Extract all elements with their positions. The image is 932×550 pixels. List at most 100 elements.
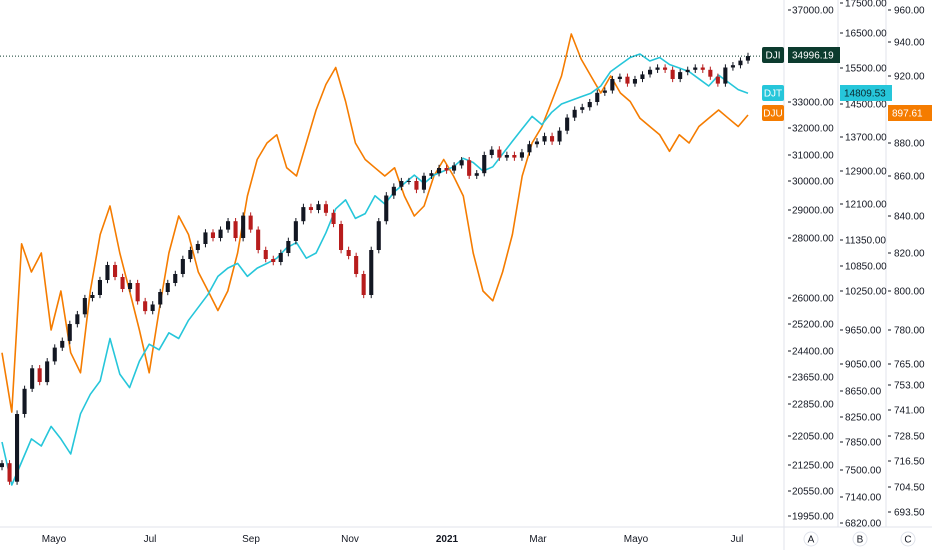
dji-candle[interactable] — [655, 64, 660, 73]
dji-candle[interactable] — [90, 291, 95, 302]
dji-candle[interactable] — [489, 146, 494, 159]
dji-candle[interactable] — [293, 217, 298, 245]
dji-candle[interactable] — [135, 279, 140, 305]
dji-candle[interactable] — [723, 64, 728, 87]
dji-candle[interactable] — [369, 246, 374, 299]
dji-candle[interactable] — [331, 209, 336, 228]
dji-candle[interactable] — [15, 410, 20, 485]
dji-candle[interactable] — [97, 276, 102, 299]
dji-candle[interactable] — [271, 255, 276, 266]
dji-candle[interactable] — [595, 89, 600, 106]
dji-candle[interactable] — [708, 66, 713, 80]
dju-series-line[interactable] — [1, 33, 749, 413]
dji-candle[interactable] — [301, 203, 306, 225]
dji-candle[interactable] — [248, 212, 253, 233]
scale-button-a[interactable]: A — [803, 531, 819, 547]
dji-candle[interactable] — [482, 151, 487, 177]
dji-candle[interactable] — [316, 200, 321, 214]
dji-candle[interactable] — [113, 261, 118, 281]
dji-candle[interactable] — [678, 68, 683, 83]
dji-candle[interactable] — [241, 212, 246, 242]
dji-candle[interactable] — [738, 57, 743, 69]
dji-candle[interactable] — [693, 64, 698, 73]
dji-candle[interactable] — [429, 170, 434, 179]
price-axes[interactable]: 37000.00 33000.00 32000.00 31000.00 30000.00… — [783, 0, 925, 550]
dji-candle[interactable] — [640, 71, 645, 83]
dji-candle[interactable] — [663, 64, 668, 73]
dji-candle[interactable] — [587, 98, 592, 111]
dji-candle[interactable] — [60, 337, 65, 351]
dji-candle[interactable] — [52, 344, 57, 365]
dji-candle[interactable] — [150, 301, 155, 315]
dji-candle[interactable] — [617, 73, 622, 83]
dji-candle[interactable] — [467, 156, 472, 179]
dji-candle[interactable] — [437, 164, 442, 177]
dji-candle[interactable] — [444, 164, 449, 174]
dji-candle[interactable] — [670, 66, 675, 83]
dji-candle[interactable] — [632, 75, 637, 87]
dji-candle[interactable] — [399, 177, 404, 191]
scale-button-b[interactable]: B — [852, 531, 868, 547]
dji-candle[interactable] — [188, 246, 193, 263]
dji-candle[interactable] — [572, 106, 577, 121]
dji-candle[interactable] — [715, 73, 720, 87]
dji-candle[interactable] — [233, 217, 238, 242]
dji-candle[interactable] — [75, 310, 80, 328]
scale-button-c[interactable]: C — [900, 531, 916, 547]
time-axis[interactable]: Mayo Jul Sep Nov 2021 Mar Mayo Jul — [0, 526, 932, 545]
dji-candle[interactable] — [519, 148, 524, 161]
dji-candle[interactable] — [203, 229, 208, 248]
dji-candle[interactable] — [143, 297, 148, 315]
djt-series-line[interactable] — [1, 53, 749, 486]
dji-candle[interactable] — [580, 103, 585, 114]
dji-candle[interactable] — [459, 156, 464, 169]
dji-candle[interactable] — [165, 279, 170, 296]
dji-candle[interactable] — [376, 217, 381, 254]
dji-candle[interactable] — [339, 220, 344, 254]
scale-buttons[interactable]: A B C — [803, 531, 916, 547]
dji-candle[interactable] — [384, 192, 389, 225]
dji-candle[interactable] — [625, 73, 630, 87]
dji-candle[interactable] — [648, 66, 653, 78]
dji-candle[interactable] — [226, 217, 231, 233]
dji-candle[interactable] — [414, 177, 419, 194]
dji-candle[interactable] — [30, 365, 35, 392]
dji-candle[interactable] — [158, 288, 163, 308]
dji-candle[interactable] — [745, 52, 750, 64]
dji-candle[interactable] — [105, 261, 110, 284]
dji-candle[interactable] — [527, 140, 532, 156]
dji-candle[interactable] — [534, 138, 539, 148]
dji-candle[interactable] — [256, 226, 261, 254]
dji-candle[interactable] — [45, 358, 50, 386]
dji-candle[interactable] — [421, 172, 426, 194]
dji-candle[interactable] — [497, 146, 502, 161]
dji-candle[interactable] — [354, 252, 359, 278]
dji-candle[interactable] — [82, 294, 87, 318]
dji-candle[interactable] — [323, 200, 328, 217]
dji-candle[interactable] — [263, 246, 268, 263]
dji-candle[interactable] — [7, 460, 12, 485]
dji-candle[interactable] — [308, 203, 313, 214]
dji-candle[interactable] — [512, 151, 517, 161]
dji-candle[interactable] — [278, 249, 283, 266]
dji-candle[interactable] — [22, 385, 27, 418]
dji-candle[interactable] — [37, 365, 42, 386]
dji-candle[interactable] — [0, 460, 4, 471]
dji-candle[interactable] — [346, 246, 351, 260]
dji-candle[interactable] — [391, 183, 396, 199]
dji-candle[interactable] — [602, 87, 607, 96]
dji-candle[interactable] — [406, 177, 411, 185]
dji-candle[interactable] — [67, 320, 72, 345]
dji-candle[interactable] — [195, 240, 200, 254]
dji-candle[interactable] — [550, 132, 555, 145]
dji-candle[interactable] — [730, 62, 735, 71]
dji-candle[interactable] — [685, 66, 690, 76]
dji-candle[interactable] — [210, 229, 215, 242]
dji-candle[interactable] — [361, 270, 366, 299]
dji-candle[interactable] — [218, 226, 223, 242]
dji-candle[interactable] — [173, 270, 178, 287]
dji-candle[interactable] — [452, 162, 457, 174]
dji-candle[interactable] — [286, 237, 291, 257]
dji-candle[interactable] — [504, 151, 509, 161]
